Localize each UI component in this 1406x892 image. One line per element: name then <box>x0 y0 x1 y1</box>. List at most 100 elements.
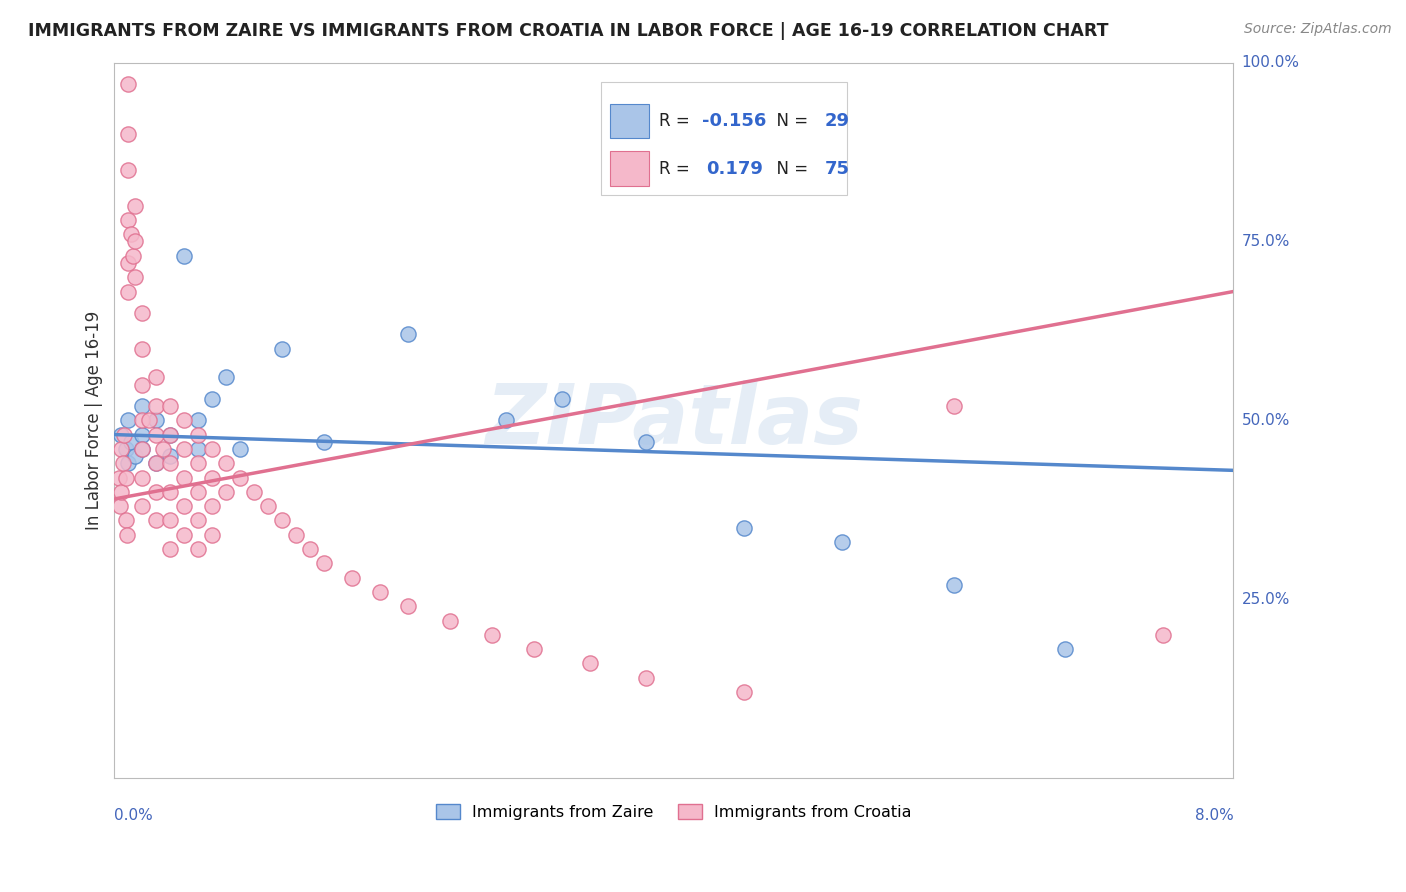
Point <box>173 499 195 513</box>
Point <box>112 427 135 442</box>
Point <box>159 399 181 413</box>
Point <box>187 542 209 557</box>
Point <box>187 456 209 470</box>
Point <box>257 499 280 513</box>
Point <box>145 456 167 470</box>
Point <box>634 434 657 449</box>
Point <box>145 370 167 384</box>
Point <box>131 470 153 484</box>
Point <box>110 442 132 456</box>
Point <box>201 499 224 513</box>
Point <box>340 571 363 585</box>
Point <box>131 399 153 413</box>
Point <box>733 685 755 699</box>
Point <box>314 557 336 571</box>
Point <box>299 542 322 557</box>
Point <box>108 499 131 513</box>
Point <box>152 442 174 456</box>
Point <box>124 270 146 285</box>
Point <box>131 427 153 442</box>
Text: N =: N = <box>766 160 813 178</box>
Point <box>942 399 965 413</box>
Text: N =: N = <box>766 112 813 130</box>
Text: R =: R = <box>659 112 696 130</box>
Point <box>131 342 153 356</box>
Point <box>579 657 602 671</box>
Point <box>110 484 132 499</box>
Point <box>145 399 167 413</box>
Point <box>117 456 139 470</box>
Text: 0.179: 0.179 <box>706 160 763 178</box>
Point <box>1152 628 1174 642</box>
Point <box>831 534 853 549</box>
Point <box>145 456 167 470</box>
Point <box>634 671 657 685</box>
Point <box>117 413 139 427</box>
Point <box>124 199 146 213</box>
Point <box>523 642 546 657</box>
Point <box>481 628 503 642</box>
Text: IMMIGRANTS FROM ZAIRE VS IMMIGRANTS FROM CROATIA IN LABOR FORCE | AGE 16-19 CORR: IMMIGRANTS FROM ZAIRE VS IMMIGRANTS FROM… <box>28 22 1108 40</box>
Text: -0.156: -0.156 <box>702 112 766 130</box>
Point <box>145 413 167 427</box>
Point <box>114 442 136 456</box>
Point <box>145 427 167 442</box>
Point <box>117 256 139 270</box>
Point <box>131 442 153 456</box>
Point <box>131 442 153 456</box>
Point <box>115 527 138 541</box>
Point <box>120 434 142 449</box>
Point <box>551 392 574 406</box>
Point <box>138 413 160 427</box>
Point <box>173 249 195 263</box>
Point <box>114 470 136 484</box>
Point <box>201 470 224 484</box>
Text: 100.0%: 100.0% <box>1241 55 1299 70</box>
Point <box>131 306 153 320</box>
Text: 75: 75 <box>825 160 849 178</box>
Point <box>145 513 167 527</box>
Point <box>159 449 181 463</box>
Point <box>187 442 209 456</box>
Point <box>285 527 308 541</box>
Point <box>121 249 143 263</box>
Point <box>120 227 142 242</box>
Point <box>271 342 294 356</box>
Point <box>229 442 252 456</box>
Point <box>942 578 965 592</box>
Point <box>201 442 224 456</box>
Point <box>187 427 209 442</box>
Text: 29: 29 <box>825 112 849 130</box>
Bar <box>610 104 650 138</box>
Point <box>173 413 195 427</box>
Point <box>1054 642 1077 657</box>
Point <box>111 456 134 470</box>
Point <box>117 127 139 141</box>
Bar <box>610 152 650 186</box>
Point <box>110 427 132 442</box>
FancyBboxPatch shape <box>602 82 848 195</box>
Point <box>107 470 129 484</box>
Point <box>159 427 181 442</box>
Point <box>243 484 266 499</box>
Point <box>131 377 153 392</box>
Legend: Immigrants from Zaire, Immigrants from Croatia: Immigrants from Zaire, Immigrants from C… <box>436 805 912 820</box>
Point <box>117 77 139 91</box>
Text: 50.0%: 50.0% <box>1241 413 1289 428</box>
Point <box>187 484 209 499</box>
Point <box>145 484 167 499</box>
Point <box>131 499 153 513</box>
Point <box>159 513 181 527</box>
Point <box>159 427 181 442</box>
Point <box>159 542 181 557</box>
Point <box>201 527 224 541</box>
Point <box>201 392 224 406</box>
Point <box>187 413 209 427</box>
Point <box>159 456 181 470</box>
Point <box>396 327 419 342</box>
Point <box>173 527 195 541</box>
Point <box>124 449 146 463</box>
Point <box>439 614 461 628</box>
Point <box>173 470 195 484</box>
Text: ZIPatlas: ZIPatlas <box>485 380 863 461</box>
